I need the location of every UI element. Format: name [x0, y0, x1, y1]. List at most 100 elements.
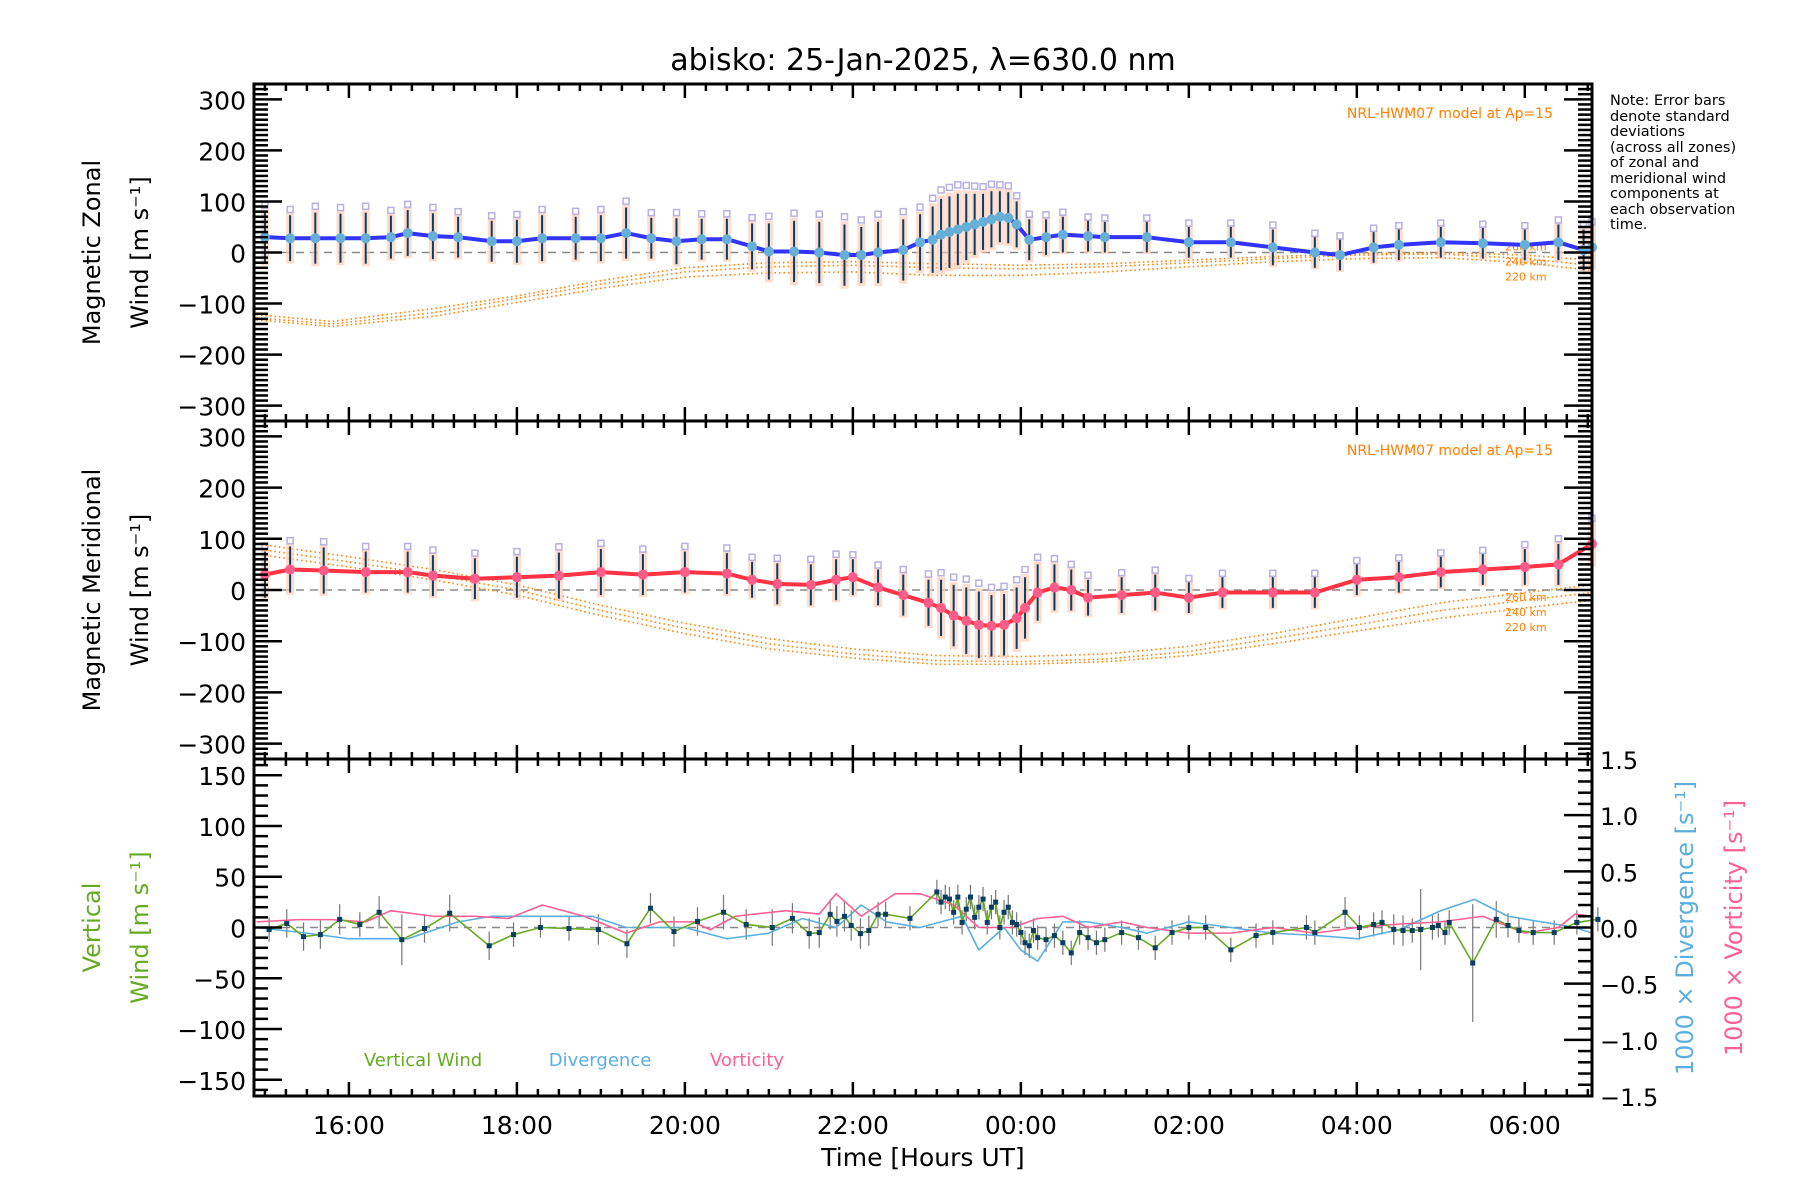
- zone-scatter-marker: [1050, 554, 1059, 563]
- zone-scatter-marker: [765, 212, 773, 221]
- vertical-wind-point: [1085, 935, 1091, 941]
- vertical-wind-point: [955, 894, 961, 900]
- data-point: [360, 233, 371, 244]
- data-point: [873, 582, 884, 593]
- data-point: [1020, 602, 1031, 613]
- vertical-wind-point: [1429, 925, 1435, 930]
- zone-scatter-marker: [1311, 229, 1319, 238]
- zone-scatter-marker: [899, 207, 908, 216]
- data-point: [898, 590, 909, 601]
- chart-title: abisko: 25-Jan-2025, λ=630.0 nm: [670, 43, 1175, 78]
- zone-scatter-marker: [1227, 219, 1235, 227]
- vertical-wind-point: [789, 915, 795, 921]
- zone-scatter-marker: [987, 583, 996, 592]
- zone-scatter-marker: [1353, 556, 1361, 565]
- zone-scatter-marker: [622, 197, 630, 205]
- data-point: [310, 233, 321, 244]
- y-axis-label-line2: Wind [m s⁻¹]: [126, 176, 154, 328]
- zone-scatter-marker: [949, 573, 958, 581]
- model-curve-240-km: [256, 548, 1593, 663]
- data-point: [999, 619, 1010, 630]
- data-point: [973, 619, 984, 630]
- y-tick-label: −150: [177, 1067, 246, 1096]
- model-curve-220-km: [256, 553, 1593, 666]
- vertical-wind-point: [624, 941, 630, 947]
- model-altitude-label: 220 km: [1505, 621, 1547, 634]
- data-point: [1217, 587, 1228, 598]
- vertical-wind-point: [1446, 919, 1452, 925]
- vertical-wind-point: [447, 910, 453, 916]
- data-point: [335, 233, 346, 244]
- vertical-wind-point: [1169, 930, 1175, 936]
- data-point: [1477, 564, 1488, 575]
- data-point: [1003, 212, 1014, 223]
- zone-scatter-marker: [571, 207, 580, 216]
- zone-scatter-marker: [1151, 566, 1159, 574]
- data-point: [427, 570, 438, 581]
- vertical-wind-point: [984, 919, 990, 925]
- zone-scatter-marker: [807, 555, 815, 564]
- vertical-wind-point: [976, 904, 982, 910]
- zone-scatter-marker: [937, 568, 945, 577]
- y-tick-label: 150: [198, 762, 246, 791]
- legend-vertical-wind: Vertical Wind: [364, 1050, 482, 1071]
- zone-scatter-marker: [970, 182, 979, 190]
- vertical-wind-point: [1470, 960, 1476, 966]
- vertical-wind-point: [816, 930, 822, 936]
- y-tick-label: −300: [177, 393, 246, 422]
- zone-scatter-marker: [975, 579, 983, 587]
- y-tick-label: −100: [177, 1016, 246, 1045]
- zone-scatter-marker: [899, 565, 908, 574]
- zone-scatter-marker: [471, 549, 479, 557]
- model-label: NRL-HWM07 model at Ap=15: [1347, 106, 1553, 122]
- data-point: [978, 216, 989, 227]
- vertical-wind-point: [988, 904, 994, 910]
- x-tick-label: 16:00: [313, 1111, 385, 1140]
- model-curve-240-km: [256, 253, 1593, 325]
- vertical-wind-point: [875, 911, 881, 917]
- y-tick-label: 0: [230, 240, 246, 269]
- vertical-wind-point: [1253, 933, 1259, 939]
- data-point: [948, 610, 959, 621]
- zone-scatter-marker: [1000, 582, 1008, 591]
- vertical-wind-point: [266, 927, 272, 933]
- vertical-wind-point: [1551, 930, 1557, 936]
- data-point: [789, 246, 800, 257]
- data-point: [1011, 613, 1022, 624]
- zone-scatter-marker: [1143, 214, 1151, 222]
- right-axis-tick-label: −0.5: [1600, 972, 1658, 1000]
- data-point: [961, 221, 972, 232]
- vertical-wind-point: [1119, 930, 1125, 936]
- data-point: [944, 227, 955, 238]
- vertical-wind-point: [806, 931, 812, 937]
- zone-scatter-marker: [403, 200, 412, 209]
- data-point: [360, 567, 371, 578]
- data-point: [1393, 572, 1404, 583]
- data-point: [721, 234, 732, 245]
- vertical-wind-point: [1530, 930, 1536, 936]
- vertical-wind-point: [1516, 928, 1522, 934]
- vertical-wind-point: [1356, 925, 1362, 930]
- right-axis-tick-label: 1.0: [1600, 803, 1638, 831]
- zone-scatter-marker: [928, 194, 937, 202]
- zone-scatter-marker: [1033, 553, 1042, 562]
- vertical-wind-point: [946, 896, 952, 902]
- zone-scatter-marker: [1437, 549, 1445, 557]
- zone-scatter-marker: [1336, 232, 1344, 240]
- vertical-wind-point: [511, 932, 517, 938]
- data-point: [595, 567, 606, 578]
- vertical-wind-point: [301, 934, 307, 940]
- data-point: [915, 237, 926, 248]
- right-axis-tick-label: −1.0: [1600, 1028, 1658, 1056]
- data-point: [1225, 237, 1236, 248]
- vertical-wind-point: [841, 913, 847, 919]
- vertical-wind-point: [1018, 930, 1024, 936]
- vertical-wind-point: [1342, 909, 1348, 915]
- zone-scatter-marker: [1437, 219, 1445, 227]
- zone-scatter-marker: [1479, 220, 1487, 228]
- zone-scatter-marker: [849, 551, 857, 559]
- data-point: [772, 578, 783, 589]
- zone-scatter-marker: [681, 542, 689, 551]
- data-point: [1335, 250, 1346, 261]
- vertical-wind-point: [566, 926, 572, 932]
